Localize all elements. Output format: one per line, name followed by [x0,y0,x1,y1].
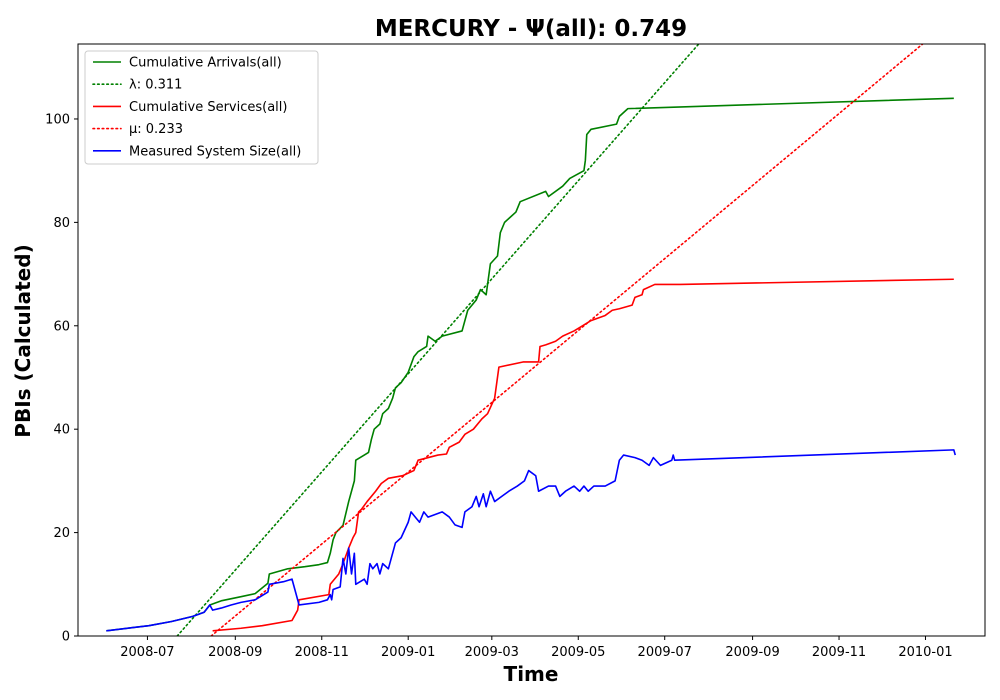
y-axis-label: PBIs (Calculated) [11,244,35,437]
legend-label: λ: 0.311 [129,78,182,93]
axes: 0 20 40 60 80 100 2008-07 2008-09 2008-11 2009-01… [45,43,986,660]
series-line-2 [176,44,700,636]
legend-label: μ: 0.233 [129,122,183,137]
x-tick-label: 2009-09 [725,645,779,660]
x-tick-label: 2009-07 [638,645,692,660]
x-tick-label: 2009-11 [812,645,866,660]
y-tick-label: 60 [53,319,70,334]
series-line-1 [106,97,954,632]
legend-label: Cumulative Arrivals(all) [129,56,282,71]
plot-frame [77,43,986,637]
y-tick-label: 0 [62,630,70,645]
x-tick-label: 2008-11 [295,645,349,660]
legend-label: Measured System Size(all) [129,144,301,159]
chart-title: MERCURY - Ψ(all): 0.749 [375,16,687,42]
y-tick-label: 80 [53,216,70,231]
series-line-3 [212,278,954,632]
series-line-5 [106,449,957,632]
legend-box [84,50,319,165]
y-tick-label: 100 [45,112,70,127]
y-tick-label: 20 [53,526,70,541]
x-tick-label: 2009-03 [465,645,519,660]
x-tick-label: 2008-07 [120,645,174,660]
x-tick-label: 2008-09 [208,645,262,660]
y-tick-label: 40 [53,423,70,438]
x-tick-label: 2009-01 [381,645,435,660]
x-tick-label: 2010-01 [898,645,952,660]
x-axis-label: Time [504,662,559,686]
legend-label: Cumulative Services(all) [129,100,287,115]
legend: Cumulative Arrivals(all) λ: 0.311 Cumulati… [84,50,319,165]
plot-area [106,44,957,636]
x-tick-label: 2009-05 [551,645,605,660]
